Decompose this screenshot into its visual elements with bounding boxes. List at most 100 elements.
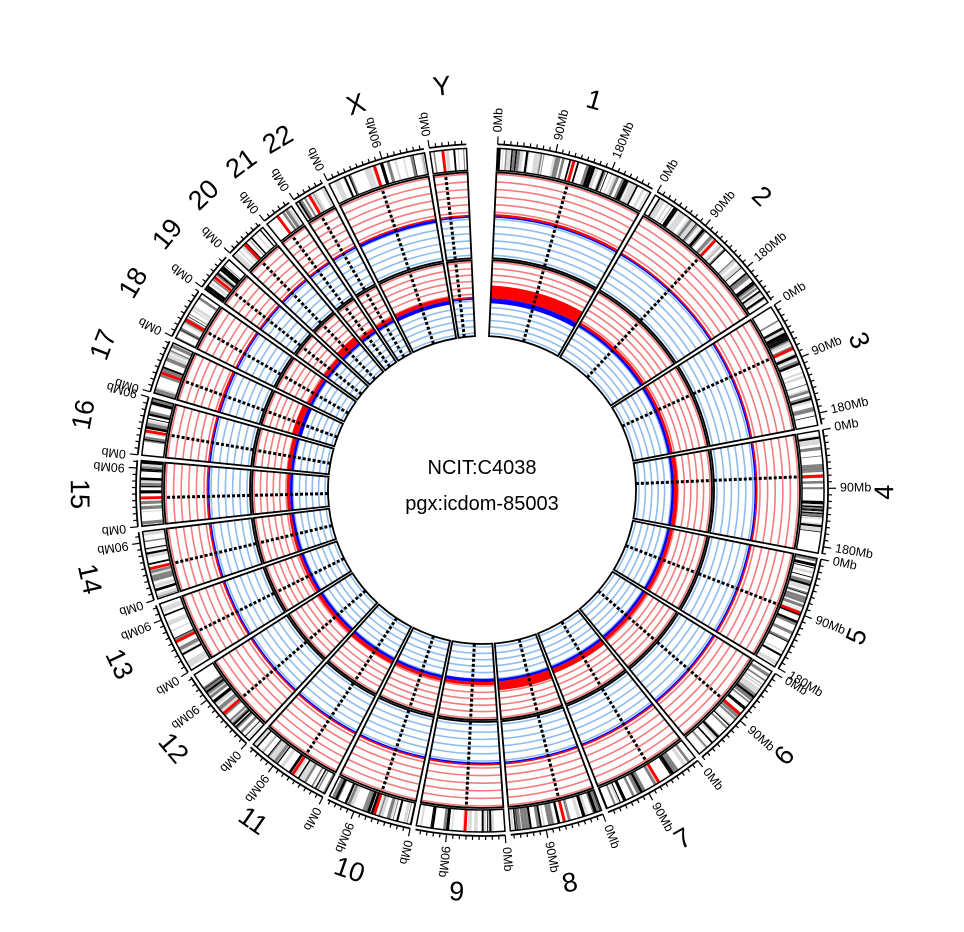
ideogram-outline-chr-22	[294, 185, 336, 223]
ideogram-band	[205, 287, 225, 303]
loss-gridline	[604, 280, 686, 358]
gain-area-inner-chr-6	[604, 591, 648, 641]
ideogram-band	[298, 200, 312, 221]
ideogram-band	[801, 509, 824, 512]
minor-tick	[405, 148, 408, 153]
minor-tick	[665, 782, 669, 787]
minor-tick	[684, 205, 688, 210]
chromosome-label-chr-4: 4	[869, 485, 899, 500]
centromere-marker	[697, 572, 780, 607]
ideogram-band	[217, 271, 236, 287]
ideogram-band	[140, 509, 163, 513]
loss-gridline	[318, 445, 326, 474]
minor-tick	[142, 574, 147, 577]
major-tick	[132, 542, 141, 545]
ideogram-band	[779, 607, 800, 617]
ideogram-band	[363, 168, 375, 190]
ideogram-band	[371, 165, 380, 188]
gain-gridline	[379, 264, 444, 287]
minor-tick	[812, 590, 817, 593]
axis-line-chr-y	[429, 143, 467, 149]
centromere-marker	[443, 173, 457, 260]
loss-gridline	[502, 722, 570, 740]
gain-gridline	[285, 707, 348, 752]
centromere-chr-1	[566, 160, 576, 183]
ideogram-band	[746, 298, 766, 312]
loss-gridline	[726, 446, 733, 537]
ideogram-band	[788, 390, 810, 400]
ideogram-band	[720, 701, 739, 718]
centromere-marker	[408, 271, 435, 345]
loss-gridline	[492, 254, 599, 287]
gain-gridline	[662, 641, 725, 712]
ideogram-band	[166, 353, 189, 366]
ideogram-band	[801, 505, 824, 508]
minor-tick	[214, 263, 219, 267]
ideogram-band	[445, 808, 452, 831]
ideogram-band	[794, 554, 818, 562]
minor-tick	[419, 830, 422, 835]
ideogram-band	[605, 174, 617, 196]
axis-line-chr-9	[415, 828, 506, 837]
ideogram-band	[212, 278, 231, 294]
ideogram-band	[800, 522, 823, 528]
gain-gridline	[294, 609, 332, 653]
ideogram-band	[409, 155, 418, 178]
gain-gridline	[508, 785, 593, 806]
ideogram-band	[209, 682, 229, 699]
ideogram-band	[659, 754, 675, 775]
ideogram-band	[616, 179, 629, 201]
axis-line-chr-11	[249, 746, 324, 799]
minor-tick	[191, 683, 196, 687]
ideogram-band	[165, 359, 187, 369]
ideogram-outline-chr-7	[597, 739, 697, 810]
track-outline-inner-chr-19	[294, 333, 370, 401]
ideogram-band	[765, 332, 787, 345]
ideogram-band	[274, 744, 290, 763]
loss-area-outer-chr-x	[359, 219, 437, 248]
major-tick	[504, 835, 507, 844]
gain-gridline	[214, 370, 232, 412]
ideogram-band	[526, 806, 532, 829]
loss-area-inner-chr-3	[642, 387, 671, 455]
ideogram-band	[783, 593, 806, 604]
gain-gridline	[504, 749, 580, 768]
track-outline-outer-chr-8	[500, 706, 595, 808]
minor-tick	[758, 279, 763, 284]
chromosome-label-chr-5: 5	[840, 624, 873, 649]
ideogram-band	[198, 296, 218, 312]
loss-gridline	[666, 456, 672, 526]
minor-tick	[777, 307, 782, 311]
ideogram-band	[140, 505, 163, 510]
gain-gridline	[637, 223, 741, 322]
axis-line-chr-14	[137, 532, 155, 601]
chromosome-label-chr-7: 7	[669, 822, 697, 855]
minor-tick	[434, 143, 437, 148]
minor-tick	[814, 584, 819, 587]
loss-gridline	[442, 232, 471, 238]
ideogram-band	[150, 568, 173, 576]
gain-gridline	[557, 652, 613, 686]
gain-area-inner-chr-18	[307, 377, 325, 405]
ideogram-band	[393, 158, 402, 181]
minor-tick	[218, 258, 223, 262]
tick-label-chr-5: 0Mb	[831, 554, 858, 573]
gain-gridline	[626, 243, 722, 334]
minor-tick	[144, 580, 149, 584]
ideogram-band	[799, 525, 822, 531]
ideogram-band	[422, 153, 427, 175]
ideogram-outline-chr-17	[153, 341, 195, 401]
ideogram-band	[799, 527, 822, 532]
minor-tick	[670, 779, 674, 784]
gain-gridline	[495, 181, 635, 223]
loss-gridline	[373, 706, 432, 728]
gain-gridline	[754, 441, 761, 542]
chromosome-label-chr-12: 12	[152, 727, 194, 769]
minor-tick	[810, 596, 815, 599]
ideogram-band	[523, 150, 529, 173]
gain-gridline	[347, 758, 420, 786]
ideogram-band	[342, 177, 353, 198]
gain-gridline	[622, 249, 716, 339]
gain-gridline	[197, 413, 208, 461]
ideogram-band	[143, 537, 166, 543]
